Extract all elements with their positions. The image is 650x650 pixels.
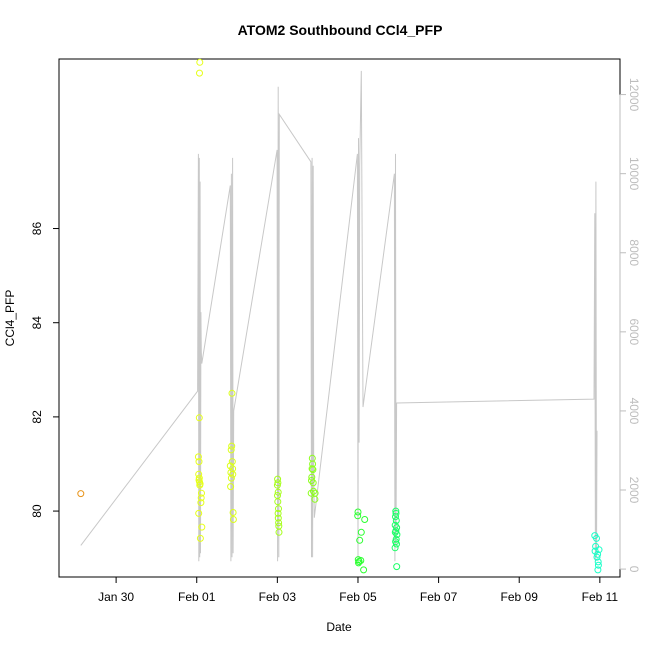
data-point <box>275 519 283 527</box>
y2-tick-label: 8000 <box>627 239 641 266</box>
x-axis-label: Date <box>326 620 352 634</box>
data-point <box>355 559 362 567</box>
data-point <box>311 495 319 503</box>
x-axis: Jan 30 Feb 01 Feb 03 Feb 05 Feb 07 Feb 09 Feb … <box>98 576 619 604</box>
x-tick-label: Jan 30 <box>98 590 134 604</box>
data-point <box>77 490 85 498</box>
data-points <box>77 58 603 574</box>
data-point <box>393 531 401 539</box>
y-tick-label: 86 <box>30 222 44 236</box>
data-point <box>391 544 399 552</box>
y2-tick-label: 2000 <box>627 477 641 504</box>
y-tick-label: 80 <box>30 504 44 518</box>
altitude-series <box>80 70 598 562</box>
data-point <box>594 561 602 569</box>
data-point <box>308 465 316 473</box>
y-axis-label: CCl4_PFP <box>3 290 17 347</box>
x-tick-label: Feb 09 <box>501 590 539 604</box>
data-point <box>197 499 205 507</box>
data-point <box>227 446 235 454</box>
data-point <box>227 474 235 482</box>
x-tick-label: Feb 11 <box>582 590 619 604</box>
y2-tick-label: 6000 <box>627 318 641 345</box>
data-point <box>195 509 203 517</box>
data-point <box>593 553 601 561</box>
x-tick-label: Feb 03 <box>259 590 297 604</box>
altitude-line <box>80 70 598 562</box>
data-point <box>198 489 205 497</box>
data-point <box>228 442 236 450</box>
y-axis-left: 80 82 84 86 <box>30 222 60 518</box>
data-point <box>274 514 282 522</box>
data-point <box>392 513 399 521</box>
y-axis-right: 0 2000 4000 6000 8000 10000 12000 <box>619 78 641 573</box>
x-tick-label: Feb 01 <box>178 590 216 604</box>
data-point <box>197 494 205 502</box>
y-tick-label: 84 <box>30 316 44 330</box>
data-point <box>392 517 400 524</box>
data-point <box>194 453 202 461</box>
data-point <box>196 534 204 542</box>
data-point <box>196 58 204 66</box>
data-point <box>196 480 204 488</box>
data-point <box>310 487 317 495</box>
data-point <box>227 483 235 491</box>
data-point <box>393 540 400 548</box>
data-point <box>274 488 282 496</box>
data-point <box>595 546 603 554</box>
y-tick-label: 82 <box>30 410 44 424</box>
data-point <box>228 389 236 397</box>
y2-tick-label: 10000 <box>627 157 641 191</box>
data-point <box>357 557 365 564</box>
y2-tick-label: 12000 <box>627 78 641 112</box>
data-point <box>229 509 237 516</box>
data-point <box>594 558 602 566</box>
data-point <box>228 458 236 466</box>
data-point <box>198 523 206 531</box>
data-point <box>361 516 369 523</box>
data-point <box>195 476 203 484</box>
data-point <box>229 516 237 523</box>
x-tick-label: Feb 05 <box>339 590 377 604</box>
data-point <box>354 512 362 520</box>
data-point <box>360 566 368 574</box>
data-point <box>274 509 282 517</box>
data-point <box>357 528 365 536</box>
data-point <box>354 508 362 516</box>
data-point <box>196 69 203 77</box>
y2-tick-label: 4000 <box>627 398 641 425</box>
data-point <box>393 563 401 571</box>
data-point <box>273 481 281 489</box>
data-point <box>594 566 602 574</box>
data-point <box>356 536 364 544</box>
data-point <box>593 534 600 542</box>
data-point <box>274 498 282 506</box>
data-point <box>594 550 602 558</box>
plot-frame <box>58 58 621 578</box>
chart-title: ATOM2 Southbound CCl4_PFP <box>238 22 443 38</box>
data-point <box>307 489 315 497</box>
data-point <box>275 528 283 536</box>
x-tick-label: Feb 07 <box>420 590 458 604</box>
data-point <box>195 414 203 422</box>
data-point <box>195 458 203 466</box>
data-point <box>309 466 317 474</box>
data-point <box>393 524 401 532</box>
data-point <box>392 509 400 517</box>
data-point <box>309 479 317 487</box>
y2-tick-label: 0 <box>627 566 641 573</box>
data-point <box>229 470 237 478</box>
data-point <box>275 505 282 513</box>
